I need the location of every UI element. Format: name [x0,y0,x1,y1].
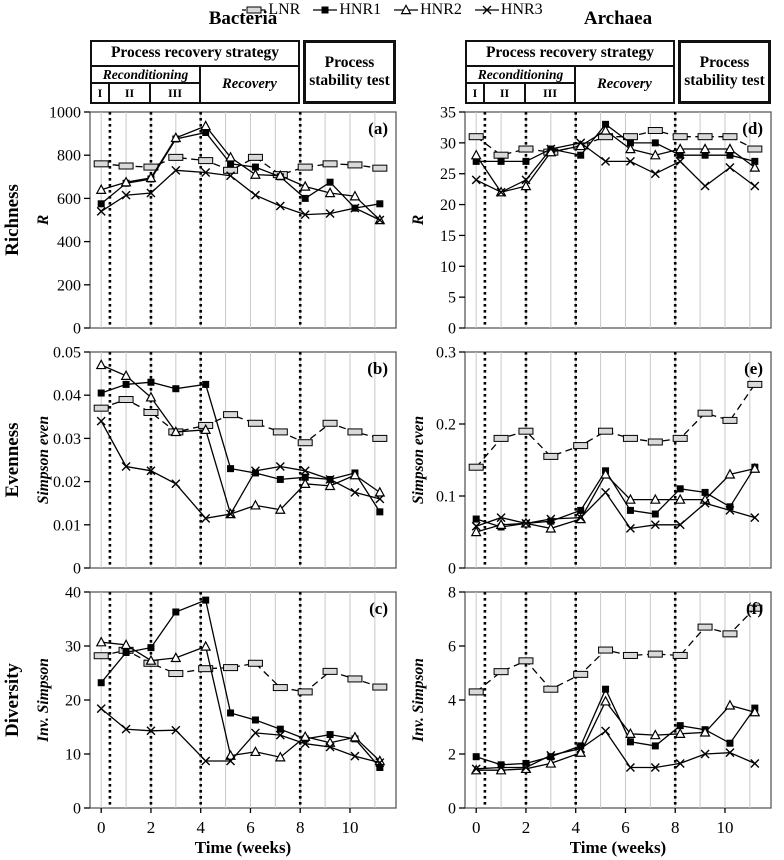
chart-panel-c: 0 10 20 30 40 0 2 4 6 8 10 (c) [65,585,397,837]
svg-text:(f): (f) [746,599,763,618]
svg-text:10: 10 [341,818,358,837]
svg-text:8: 8 [296,818,305,837]
stability-box: Process stability test [303,40,396,104]
column-title-archaea: Archaea [583,8,653,29]
row-label-evenness: Evenness [2,422,23,498]
column-title-bacteria: Bacteria [208,8,278,29]
legend-item-hnr1: HNR1 [312,1,381,19]
legend-label-hnr3: HNR3 [500,1,543,18]
phase-header-bacteria: Process recovery strategy Reconditioning… [90,40,396,104]
svg-text:2: 2 [522,818,531,837]
svg-text:4: 4 [571,818,580,837]
svg-text:0: 0 [472,818,481,837]
svg-text:4: 4 [448,693,456,710]
svg-text:0: 0 [448,561,456,578]
svg-text:20: 20 [65,693,81,710]
strategy-label: Process recovery strategy [467,42,673,67]
svg-text:5: 5 [448,290,456,307]
svg-text:1000: 1000 [49,105,81,122]
svg-text:35: 35 [440,105,456,122]
svg-text:0.04: 0.04 [53,388,81,405]
chart-panel-e: 0 0.1 0.2 0.3 (e) [436,345,772,578]
strategy-box: Process recovery strategy Reconditioning… [90,40,300,104]
svg-text:600: 600 [57,191,81,208]
phase-cell-2: II [110,84,151,102]
svg-text:2: 2 [147,818,156,837]
reconditioning-section: Reconditioning I II III [467,67,576,102]
phase-cell-1: I [467,84,485,102]
svg-text:40: 40 [65,585,81,602]
svg-text:0: 0 [73,561,81,578]
svg-text:0.03: 0.03 [53,431,81,448]
svg-text:0.3: 0.3 [436,345,456,362]
svg-text:200: 200 [57,277,81,294]
strategy-box: Process recovery strategy Reconditioning… [465,40,675,104]
svg-text:6: 6 [621,818,630,837]
phase-header-archaea: Process recovery strategy Reconditioning… [465,40,771,104]
svg-text:(e): (e) [744,359,763,378]
svg-text:(b): (b) [367,359,388,378]
svg-text:0: 0 [97,818,106,837]
chart-panel-a: 0 200 400 600 800 1000 (a) [49,105,397,338]
lnr-bar-marker-icon [242,6,267,14]
svg-text:10: 10 [440,259,456,276]
phase-cell-3: III [167,85,182,100]
svg-text:0: 0 [448,801,456,818]
recovery-label: Recovery [222,76,277,92]
phase-cell-3: III [542,85,557,100]
svg-text:6: 6 [448,639,456,656]
chart-panel-d: 0 5 10 15 20 25 30 35 (d) [440,105,772,338]
x-axis-label-archaea: Time (weeks) [569,838,667,857]
phase-cell-1: I [92,84,110,102]
svg-text:0.1: 0.1 [436,489,456,506]
svg-text:(d): (d) [742,119,763,138]
chart-panel-b: 0 0.01 0.02 0.03 0.04 0.05 (b) [53,345,397,578]
legend-item-lnr: LNR [241,1,300,19]
svg-text:30: 30 [65,639,81,656]
hnr3-x-marker-icon [474,5,499,15]
svg-text:8: 8 [448,585,456,602]
svg-text:(a): (a) [368,119,388,138]
svg-text:0: 0 [73,321,81,338]
legend-item-hnr3: HNR3 [474,1,543,19]
svg-text:0.01: 0.01 [53,517,81,534]
svg-text:2: 2 [448,747,456,764]
legend-label-hnr1: HNR1 [339,1,382,18]
svg-text:6: 6 [246,818,255,837]
svg-text:30: 30 [440,135,456,152]
reconditioning-section: Reconditioning I II III [92,67,201,102]
svg-text:400: 400 [57,234,81,251]
recovery-label: Recovery [597,76,652,92]
svg-text:0.2: 0.2 [436,417,456,434]
chart-panel-f: 0 2 4 6 8 0 2 4 6 8 10 (f) [448,585,772,837]
svg-text:15: 15 [440,228,456,245]
svg-text:0: 0 [448,321,456,338]
row-label-diversity: Diversity [2,663,23,737]
legend-label-lnr: LNR [268,1,301,18]
svg-text:25: 25 [440,166,456,183]
svg-text:0.02: 0.02 [53,474,81,491]
hnr1-square-marker-icon [313,6,338,14]
svg-text:20: 20 [440,197,456,214]
svg-text:10: 10 [65,747,81,764]
x-axis-label-bacteria: Time (weeks) [194,838,292,857]
legend: LNR HNR1 HNR2 HNR3 [0,0,784,20]
reconditioning-label: Reconditioning [467,67,574,84]
stability-box: Process stability test [678,40,771,104]
svg-text:0.05: 0.05 [53,345,81,362]
svg-text:4: 4 [196,818,205,837]
strategy-label: Process recovery strategy [92,42,298,67]
legend-item-hnr2: HNR2 [393,1,462,19]
svg-text:8: 8 [671,818,680,837]
hnr2-triangle-marker-icon [394,4,419,15]
row-label-richness: Richness [2,184,23,256]
svg-text:10: 10 [716,818,733,837]
legend-label-hnr2: HNR2 [420,1,462,18]
svg-text:(c): (c) [369,599,388,618]
phase-cell-2: II [485,84,526,102]
svg-text:0: 0 [73,801,81,818]
reconditioning-label: Reconditioning [92,67,199,84]
svg-text:800: 800 [57,148,81,165]
